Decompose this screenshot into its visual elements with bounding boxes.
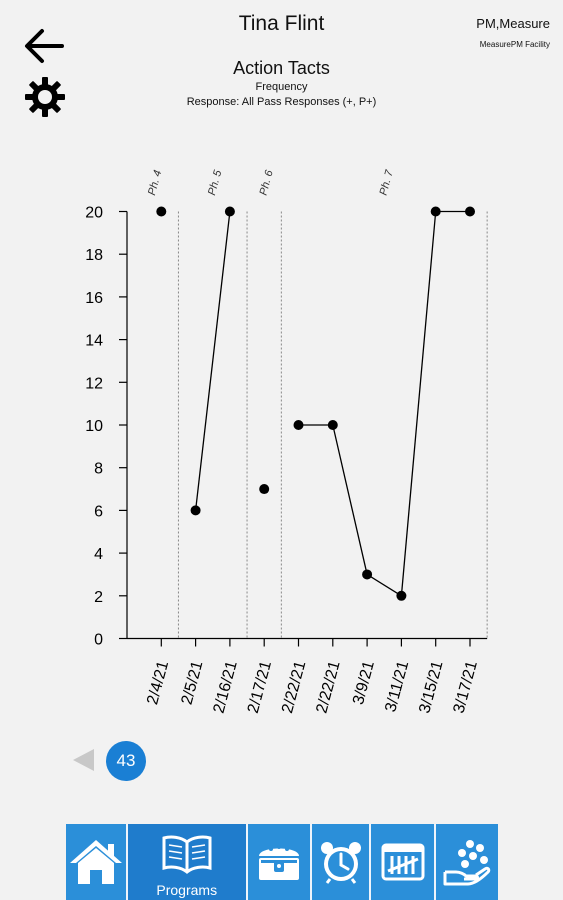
treasure-chest-icon: [259, 845, 300, 880]
y-tick-label: 10: [85, 418, 103, 435]
previous-page-arrow-icon[interactable]: [70, 747, 96, 773]
x-tick-label: 2/17/21: [245, 659, 275, 715]
phase-label: Ph. 4: [146, 169, 164, 197]
x-tick-label: 2/16/21: [211, 659, 241, 715]
nav-programs-button[interactable]: Programs: [127, 824, 248, 900]
y-tick-label: 12: [85, 375, 103, 392]
y-tick-label: 18: [85, 247, 103, 264]
patient-name: Tina Flint: [238, 12, 325, 35]
chart-subtitle: Frequency: [255, 81, 308, 93]
phase-label: Ph. 5: [206, 168, 224, 197]
x-tick-label: 3/9/21: [350, 659, 378, 706]
data-point: [156, 206, 167, 217]
series-line: [194, 211, 231, 511]
x-tick-label: 3/11/21: [382, 659, 412, 714]
nav-tokens-button[interactable]: [436, 824, 498, 900]
x-tick-label: 2/4/21: [144, 659, 172, 706]
nav-programs-label: Programs: [156, 882, 218, 898]
data-point: [293, 420, 304, 430]
y-tick-label: 4: [94, 546, 103, 563]
frequency-chart: 0 2 4 6 8 10 12 14 16 18 20 2/4/21 2/5/21 2/16/21 2/17…: [85, 168, 488, 715]
y-tick-label: 14: [85, 333, 103, 350]
data-point: [362, 569, 373, 580]
x-tick-label: 3/17/21: [451, 659, 481, 715]
data-point: [327, 420, 338, 430]
data-point: [430, 206, 441, 217]
data-point: [396, 590, 407, 601]
phase-label: Ph. 7: [378, 168, 396, 197]
x-tick-label: 2/22/21: [313, 659, 343, 715]
chart-title: Action Tacts: [233, 58, 330, 78]
back-arrow-icon[interactable]: [22, 26, 68, 66]
gear-icon[interactable]: [24, 76, 66, 118]
phase-label: Ph. 6: [258, 168, 276, 197]
home-icon: [69, 840, 122, 884]
hand-coins-icon: [443, 840, 491, 886]
facility-name: MeasurePM Facility: [479, 40, 550, 49]
x-tick-label: 3/15/21: [416, 659, 446, 715]
y-tick-label: 6: [94, 503, 103, 520]
data-point: [224, 206, 235, 217]
series-line: [366, 573, 402, 597]
y-tick-label: 20: [85, 205, 103, 222]
nav-rewards-button[interactable]: [248, 824, 313, 900]
x-tick-label: 2/22/21: [279, 659, 309, 715]
y-tick-label: 2: [94, 589, 103, 606]
data-point: [190, 505, 201, 516]
chart-response-filter: Response: All Pass Responses (+, P+): [186, 96, 377, 108]
data-point: [465, 206, 475, 217]
bottom-nav: Programs: [66, 824, 498, 900]
alarm-clock-icon: [320, 842, 361, 884]
data-point: [259, 484, 270, 495]
y-tick-label: 8: [94, 461, 103, 478]
y-tick-label: 16: [85, 290, 103, 307]
nav-timer-button[interactable]: [312, 824, 372, 900]
series-line: [400, 211, 437, 596]
org-name: PM,Measure: [476, 16, 550, 31]
nav-home-button[interactable]: [66, 824, 128, 900]
series-line: [332, 424, 368, 575]
nav-tally-button[interactable]: [371, 824, 437, 900]
open-book-icon: [162, 835, 212, 874]
y-tick-label: 0: [94, 632, 103, 649]
tally-counter-icon: [381, 843, 425, 881]
x-tick-label: 2/5/21: [179, 659, 207, 706]
page-number-badge[interactable]: 43: [106, 741, 146, 781]
